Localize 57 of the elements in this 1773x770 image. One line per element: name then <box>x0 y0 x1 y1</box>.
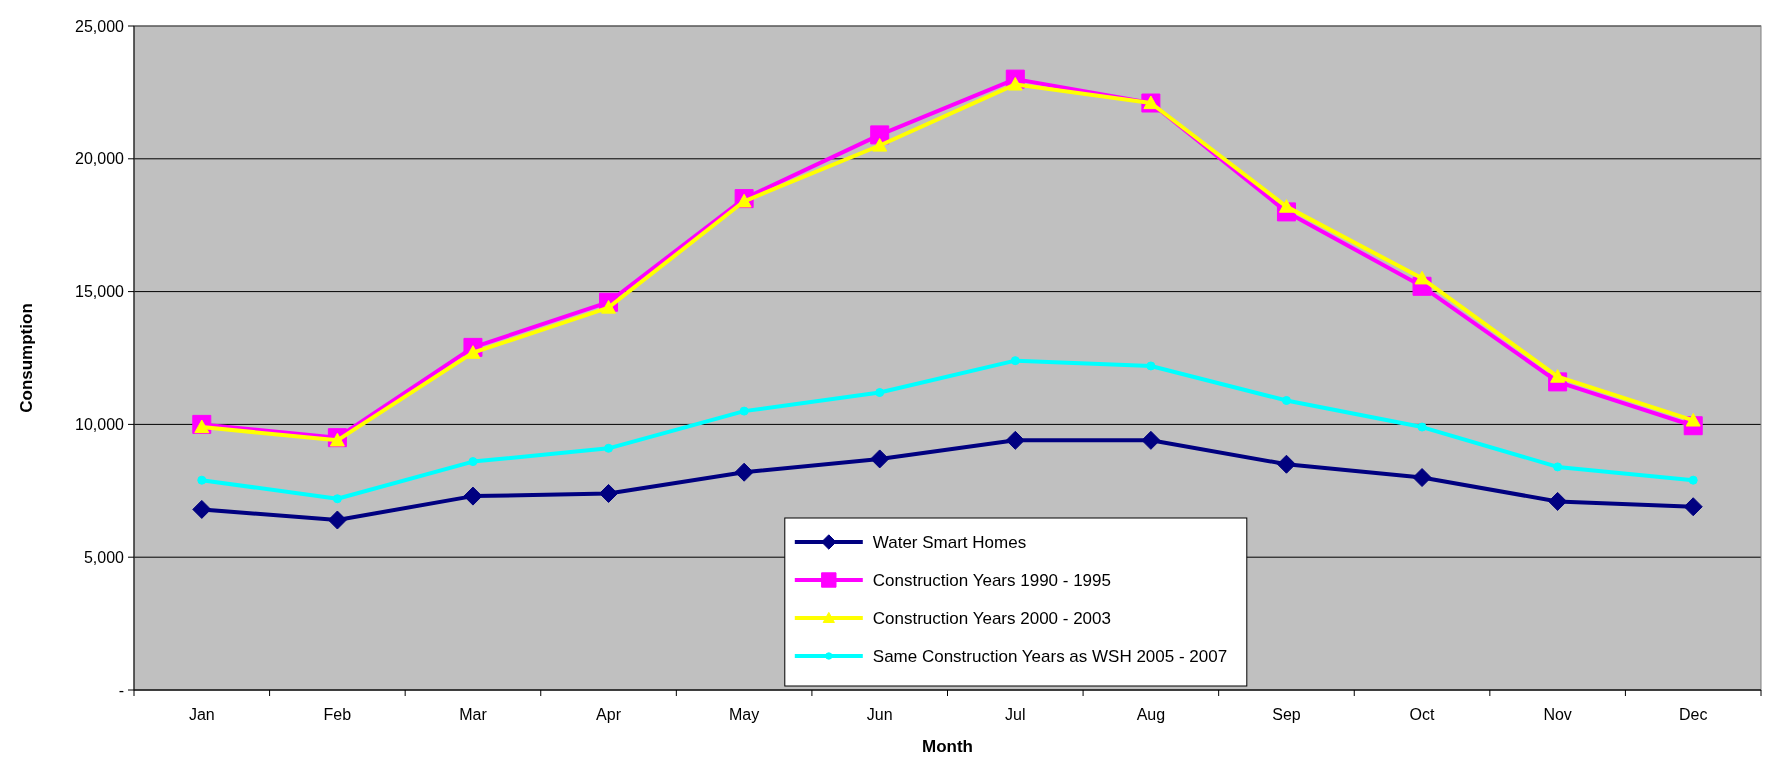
point <box>599 483 619 503</box>
point <box>872 138 888 152</box>
point <box>465 345 481 359</box>
x-tick-label: Nov <box>1543 706 1572 723</box>
legend-label: Same Construction Years as WSH 2005 - 2007 <box>872 646 1228 666</box>
point <box>463 486 483 506</box>
x-tick-label: Feb <box>323 706 352 723</box>
point <box>601 300 617 314</box>
point <box>1414 270 1430 285</box>
point <box>1010 356 1020 366</box>
x-tick-label: Sep <box>1272 706 1301 723</box>
point <box>1141 430 1161 450</box>
point <box>197 475 207 485</box>
point <box>1550 369 1566 383</box>
point <box>194 419 210 434</box>
point <box>875 388 885 398</box>
y-tick-label: 5,000 <box>83 548 125 566</box>
x-tick-label: Mar <box>459 706 488 723</box>
point <box>1553 462 1563 472</box>
x-tick-label: Jan <box>188 706 215 723</box>
point <box>332 494 342 504</box>
y-tick-label: 25,000 <box>75 17 125 35</box>
x-tick-label: Jul <box>1005 706 1026 723</box>
point <box>870 449 890 469</box>
x-axis-title: Month <box>922 737 973 756</box>
point <box>192 499 212 519</box>
point <box>1281 396 1291 405</box>
legend-label: Construction Years 1990 - 1995 <box>872 570 1111 590</box>
y-axis-title: Consumption <box>17 303 36 413</box>
x-tick-label: Oct <box>1409 706 1436 723</box>
x-tick-label: Dec <box>1678 706 1708 723</box>
point <box>739 406 749 416</box>
point <box>327 510 347 530</box>
y-tick-label: - <box>118 681 124 699</box>
y-tick-label: 15,000 <box>75 283 125 301</box>
point <box>1278 199 1294 213</box>
point <box>604 443 614 453</box>
point <box>1683 497 1703 517</box>
point <box>1548 491 1568 511</box>
point <box>1276 454 1296 474</box>
y-tick-label: 20,000 <box>75 150 125 168</box>
x-tick-label: May <box>729 706 760 723</box>
legend-label: Water Smart Homes <box>872 532 1027 552</box>
x-tick-label: Jun <box>866 706 893 723</box>
point <box>1007 76 1023 91</box>
point <box>1417 422 1427 432</box>
x-tick-label: Aug <box>1136 706 1166 723</box>
y-tick-label: 10,000 <box>75 416 125 433</box>
point <box>1688 475 1698 485</box>
point <box>468 457 478 467</box>
point <box>1412 468 1432 488</box>
legend-label: Construction Years 2000 - 2003 <box>872 608 1111 628</box>
point <box>734 462 754 482</box>
point <box>1146 361 1156 371</box>
point <box>1005 430 1025 450</box>
x-tick-label: Apr <box>596 706 622 723</box>
point <box>1685 412 1701 427</box>
